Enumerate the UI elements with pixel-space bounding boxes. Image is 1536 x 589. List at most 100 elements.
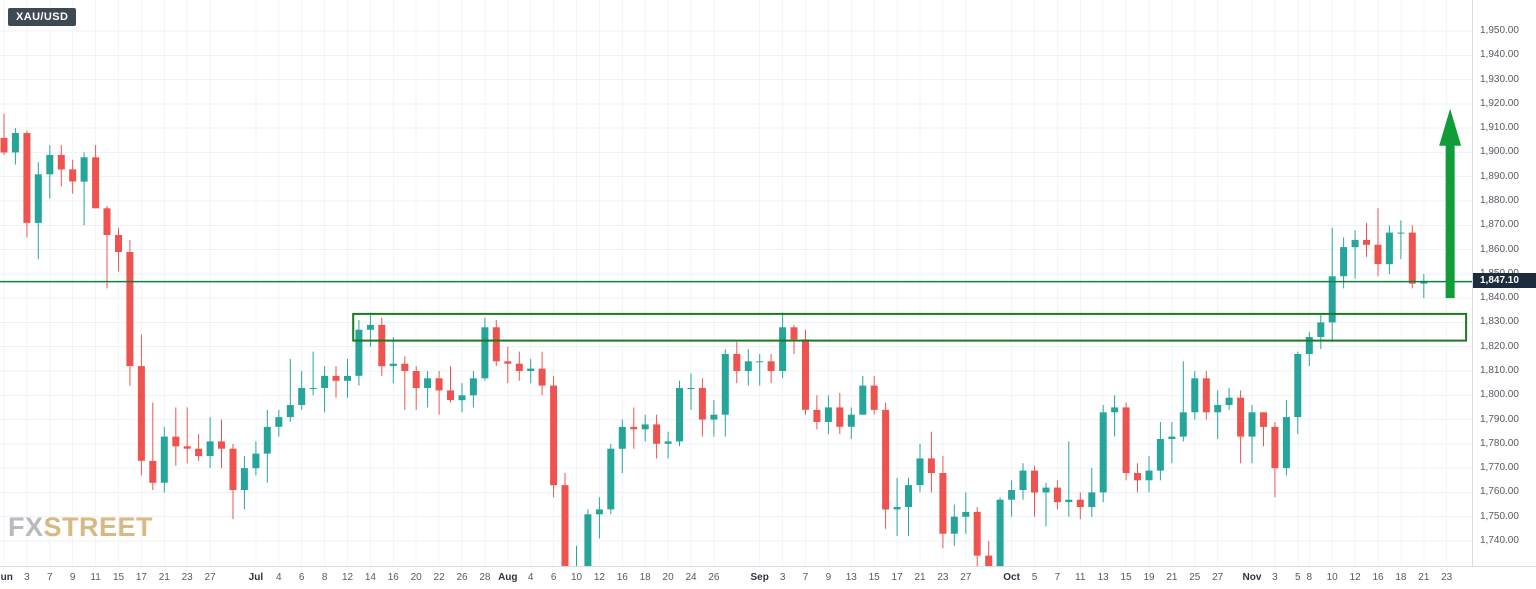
time-tick-label: 3: [1272, 572, 1278, 583]
candle-body: [767, 361, 775, 371]
time-tick-label: 27: [1212, 572, 1224, 583]
candle-body: [1271, 426, 1279, 469]
time-tick-label: 23: [1441, 572, 1453, 583]
candle-body: [985, 555, 993, 566]
current-price-tag: 1,847.10: [1473, 272, 1536, 288]
candle-body: [1363, 239, 1370, 245]
price-tick-label: 1,770.00: [1480, 462, 1519, 474]
candle-body: [447, 390, 454, 401]
time-tick-label: Jun: [0, 572, 13, 583]
candle-body: [183, 446, 191, 449]
time-tick-label: 12: [1349, 572, 1361, 583]
candle-body: [492, 327, 500, 362]
time-tick-label: 5: [1295, 572, 1301, 583]
candle-body: [1282, 417, 1290, 469]
time-tick-label: 21: [1418, 572, 1430, 583]
candle-body: [1088, 492, 1096, 507]
time-tick-label: 4: [527, 572, 534, 583]
candle-body: [802, 339, 809, 410]
candle-body: [504, 361, 512, 364]
time-tick-label: 17: [891, 572, 903, 583]
candle-body: [1019, 470, 1027, 490]
candle-body: [332, 375, 340, 381]
time-tick-label: 12: [341, 572, 354, 583]
time-tick-label: 11: [90, 572, 101, 583]
candle-body: [57, 154, 65, 170]
candle-body: [641, 424, 649, 430]
candle-body: [1374, 244, 1382, 265]
candle-body: [344, 375, 351, 381]
candle-body: [721, 354, 729, 415]
time-tick-label: 8: [1306, 572, 1313, 583]
time-tick-label: 24: [685, 572, 697, 583]
candle-body: [378, 324, 386, 367]
candle-body: [550, 385, 558, 486]
candle-body: [481, 327, 489, 379]
candle-body: [950, 516, 958, 534]
price-axis[interactable]: 1,847.10 1,950.00 1,940.00 1,930.00 1,920.0…: [1472, 0, 1536, 566]
price-tick-label: 1,800.00: [1480, 389, 1519, 401]
time-tick-label: 21: [914, 572, 926, 583]
time-tick-label: Jul: [248, 572, 264, 583]
candle-body: [905, 485, 912, 507]
time-tick-label: 6: [298, 572, 305, 583]
time-tick-label: 21: [1166, 572, 1178, 583]
candle-body: [607, 448, 615, 510]
time-tick-label: 18: [639, 572, 651, 583]
candle-body: [733, 354, 741, 371]
candle-body: [1168, 436, 1176, 439]
candle-body: [1351, 239, 1359, 248]
candle-body: [561, 485, 569, 566]
candle-body: [286, 405, 294, 418]
chart-plot-area[interactable]: XAU/USD FXSTREET: [0, 0, 1472, 566]
candle-body: [389, 363, 397, 367]
candle-body: [1237, 397, 1245, 437]
time-tick-label: 4: [276, 572, 282, 583]
candle-body: [229, 448, 237, 490]
time-tick-label: 13: [845, 572, 857, 583]
candle-body: [275, 417, 283, 427]
candle-body: [893, 507, 901, 510]
time-tick-label: 10: [570, 572, 583, 583]
time-tick-label: 19: [1143, 572, 1155, 583]
time-tick-label: 10: [1326, 572, 1338, 583]
candle-body: [824, 407, 832, 422]
candlestick-chart[interactable]: [0, 0, 1472, 566]
time-tick-label: 8: [321, 572, 328, 583]
candle-body: [34, 174, 42, 223]
time-tick-label: 15: [112, 572, 125, 583]
time-axis[interactable]: Jun 3 7 9 11 15 17 21 23 27 Jul 4 6 8 12 14 16 20 22 26 28 Au…: [0, 566, 1536, 589]
candle-body: [92, 157, 100, 209]
candle-body: [859, 385, 867, 415]
time-tick-label: 3: [24, 572, 30, 583]
time-tick-label: 26: [708, 572, 720, 583]
candle-body: [309, 388, 317, 389]
time-tick-label: 25: [1189, 572, 1201, 583]
candle-body: [1111, 407, 1119, 413]
candle-body: [1225, 397, 1233, 405]
price-tick-label: 1,920.00: [1480, 97, 1519, 109]
price-tick-label: 1,830.00: [1480, 316, 1519, 328]
candle-body: [756, 361, 764, 363]
candle-body: [1397, 232, 1405, 234]
candle-body: [1065, 499, 1073, 503]
candle-body: [1248, 412, 1256, 437]
candle-body: [298, 388, 306, 405]
time-tick-label: 22: [433, 572, 445, 583]
candle-body: [240, 468, 248, 490]
candle-body: [1145, 470, 1153, 481]
time-tick-label: Nov: [1242, 572, 1262, 583]
candle-body: [653, 424, 661, 444]
candle-body: [1408, 232, 1416, 284]
candle-body: [584, 514, 592, 566]
time-tick-label: Sep: [750, 572, 769, 583]
candle-body: [962, 511, 970, 517]
candle-body: [1328, 276, 1336, 323]
time-tick-label: 5: [1031, 572, 1038, 583]
time-tick-label: 28: [479, 572, 491, 583]
candle-body: [676, 388, 683, 442]
candle-body: [23, 133, 31, 223]
candle-body: [1008, 490, 1016, 500]
time-tick-label: 13: [1097, 572, 1109, 583]
